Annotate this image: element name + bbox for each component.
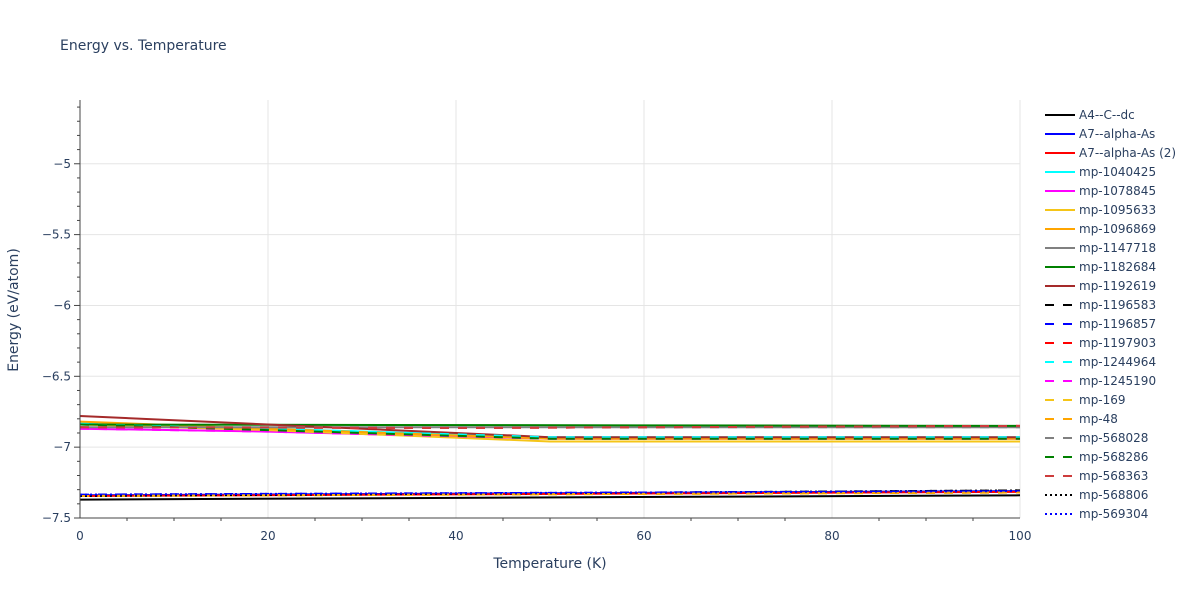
x-tick-label: 100 [1009,529,1032,543]
legend-label: mp-1040425 [1079,165,1156,179]
legend-item[interactable]: A7--alpha-As (2) [1045,146,1176,160]
legend-label: mp-1192619 [1079,279,1156,293]
legend-label: mp-1196857 [1079,317,1156,331]
y-tick-label: −6 [53,298,71,312]
legend-label: mp-568286 [1079,450,1148,464]
legend-label: A7--alpha-As (2) [1079,146,1176,160]
legend-label: A7--alpha-As [1079,127,1155,141]
x-tick-label: 20 [260,529,275,543]
legend-label: mp-48 [1079,412,1118,426]
legend-label: mp-568028 [1079,431,1148,445]
legend-label: mp-1197903 [1079,336,1156,350]
x-axis-title: Temperature (K) [492,556,606,572]
legend-label: mp-1244964 [1079,355,1156,369]
y-tick-label: −5.5 [42,228,71,242]
legend-item[interactable]: mp-1245190 [1045,374,1156,388]
legend[interactable]: A4--C--dc A7--alpha-As A7--alpha-As (2) mp-… [1045,108,1176,521]
series-line-mp-48 [79,491,1021,497]
y-tick-label: −6.5 [42,369,71,383]
grid-lines [79,100,1021,519]
y-axis-title: Energy (eV/atom) [6,248,22,372]
legend-item[interactable]: A7--alpha-As [1045,127,1155,141]
series-line-mp-1182684 [79,423,1021,427]
series-line-A4--C--dc [79,494,1021,501]
x-tick-label: 0 [76,529,84,543]
axes: 0 20 40 60 80 100 −5 −5.5 −6 −6.5 −7 −7.5 [42,100,1032,543]
series-layer [79,415,1021,501]
legend-label: A4--C--dc [1079,108,1135,122]
legend-item[interactable]: mp-1078845 [1045,184,1156,198]
legend-item[interactable]: mp-48 [1045,412,1118,426]
legend-label: mp-1196583 [1079,298,1156,312]
legend-item[interactable]: mp-1182684 [1045,260,1156,274]
legend-item[interactable]: mp-568806 [1045,488,1148,502]
legend-label: mp-568363 [1079,469,1148,483]
x-tick-label: 80 [824,529,839,543]
chart-title: Energy vs. Temperature [60,38,227,54]
legend-item[interactable]: mp-568286 [1045,450,1148,464]
legend-label: mp-568806 [1079,488,1148,502]
x-tick-label: 40 [448,529,463,543]
legend-label: mp-1245190 [1079,374,1156,388]
legend-label: mp-1078845 [1079,184,1156,198]
legend-item[interactable]: mp-568363 [1045,469,1148,483]
legend-item[interactable]: mp-1096869 [1045,222,1156,236]
legend-item[interactable]: mp-1192619 [1045,279,1156,293]
legend-item[interactable]: mp-1040425 [1045,165,1156,179]
legend-item[interactable]: mp-1196583 [1045,298,1156,312]
legend-label: mp-169 [1079,393,1126,407]
legend-label: mp-1147718 [1079,241,1156,255]
x-tick-label: 60 [636,529,651,543]
series-line-mp-569304 [79,490,1021,496]
legend-item[interactable]: mp-169 [1045,393,1126,407]
legend-item[interactable]: A4--C--dc [1045,108,1135,122]
legend-item[interactable]: mp-568028 [1045,431,1148,445]
y-tick-label: −5 [53,157,71,171]
legend-item[interactable]: mp-1196857 [1045,317,1156,331]
legend-label: mp-569304 [1079,507,1148,521]
legend-item[interactable]: mp-1197903 [1045,336,1156,350]
legend-item[interactable]: mp-569304 [1045,507,1148,521]
legend-item[interactable]: mp-1095633 [1045,203,1156,217]
y-tick-label: −7 [53,440,71,454]
legend-label: mp-1095633 [1079,203,1156,217]
y-tick-label: −7.5 [42,511,71,525]
legend-item[interactable]: mp-1147718 [1045,241,1156,255]
legend-label: mp-1096869 [1079,222,1156,236]
legend-label: mp-1182684 [1079,260,1156,274]
legend-item[interactable]: mp-1244964 [1045,355,1156,369]
